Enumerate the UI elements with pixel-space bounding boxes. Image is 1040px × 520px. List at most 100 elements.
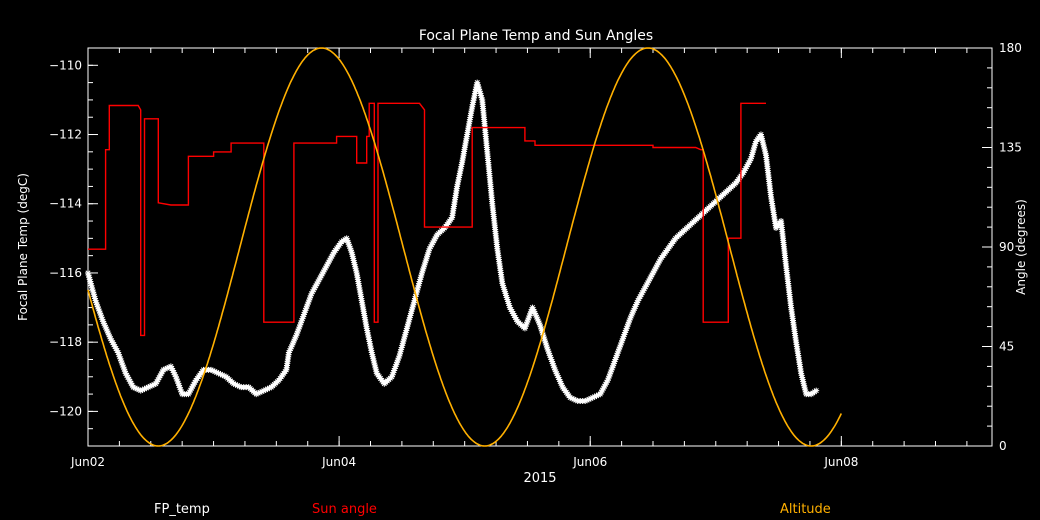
fp-temp-point: [213, 369, 220, 376]
fp-temp-point: [501, 286, 508, 293]
fp-temp-point: [106, 333, 113, 340]
fp-temp-point: [371, 362, 378, 369]
fp-temp-point: [619, 337, 626, 344]
y-tick-label: −120: [49, 404, 82, 418]
fp-temp-point: [613, 354, 620, 361]
fp-temp-point: [167, 363, 174, 370]
fp-temp-point: [369, 351, 376, 358]
fp-temp-point: [749, 149, 756, 156]
fp-temp-point: [758, 135, 765, 142]
fp-temp-point: [760, 143, 767, 150]
fp-temp-point: [610, 360, 617, 367]
fp-temp-point: [115, 349, 122, 356]
fp-temp-point: [108, 337, 115, 344]
y2-axis-label: Angle (degrees): [1014, 199, 1028, 295]
fp-temp-point: [389, 371, 396, 378]
fp-temp-point: [95, 305, 102, 312]
fp-temp-point: [348, 249, 355, 256]
fp-temp-point: [413, 289, 420, 296]
fp-temp-point: [569, 395, 576, 402]
fp-temp-point: [105, 329, 112, 336]
fp-temp-point: [406, 316, 413, 323]
fp-temp-point: [388, 373, 395, 380]
fp-temp-point: [105, 331, 112, 338]
fp-temp-point: [748, 153, 755, 160]
fp-temp-point: [757, 131, 764, 138]
fp-temp-point: [236, 383, 243, 390]
fp-temp-point: [119, 362, 126, 369]
fp-temp-point: [425, 247, 432, 254]
fp-temp-point: [156, 374, 163, 381]
fp-temp-point: [391, 367, 398, 374]
x-tick-label: Jun06: [572, 455, 607, 469]
fp-temp-point: [619, 335, 626, 342]
fp-temp-point: [92, 297, 99, 304]
fp-temp-point: [747, 155, 754, 162]
fp-temp-point: [612, 356, 619, 363]
fp-temp-point: [137, 387, 144, 394]
fp-temp-point: [178, 388, 185, 395]
fp-temp-point: [629, 309, 636, 316]
x-tick-label: Jun02: [70, 455, 105, 469]
y2-tick-label: 90: [999, 240, 1014, 254]
fp-temp-point: [801, 382, 808, 389]
fp-temp-point: [350, 257, 357, 264]
fp-temp-point: [392, 363, 399, 370]
fp-temp-point: [309, 288, 316, 295]
fp-temp-point: [91, 295, 98, 302]
fp-temp-point: [416, 278, 423, 285]
fp-temp-point: [287, 345, 294, 352]
fp-temp-point: [370, 355, 377, 362]
fp-temp-point: [347, 245, 354, 252]
fp-temp-point: [541, 336, 548, 343]
fp-temp-point: [643, 281, 650, 288]
y2-tick-label: 180: [999, 41, 1022, 55]
fp-temp-point: [587, 395, 594, 402]
fp-temp-point: [499, 280, 506, 287]
series-fp-temp: [85, 79, 820, 405]
fp-temp-point: [600, 385, 607, 392]
fp-temp-point: [474, 79, 481, 86]
fp-temp-point: [428, 241, 435, 248]
fp-temp-point: [290, 339, 297, 346]
fp-temp-point: [551, 364, 558, 371]
fp-temp-point: [598, 389, 605, 396]
fp-temp-point: [650, 269, 656, 276]
fp-temp-point: [347, 247, 354, 254]
fp-temp-point: [799, 376, 806, 383]
fp-temp-point: [159, 368, 166, 375]
fp-temp-point: [399, 342, 406, 349]
fp-temp-point: [351, 261, 358, 268]
fp-temp-point: [523, 321, 530, 328]
fp-temp-point: [101, 322, 108, 329]
fp-temp-point: [530, 306, 537, 313]
fp-temp-point: [328, 253, 335, 260]
fp-temp-point: [642, 283, 649, 290]
fp-temp-point: [500, 284, 507, 291]
fp-temp-point: [476, 88, 483, 95]
y-tick-label: −110: [49, 58, 82, 72]
fp-temp-point: [394, 359, 401, 366]
fp-temp-point: [158, 370, 165, 377]
fp-temp-point: [344, 237, 351, 244]
fp-temp-point: [538, 327, 545, 334]
fp-temp-point: [325, 259, 332, 266]
fp-temp-point: [264, 385, 271, 392]
fp-temp-point: [120, 364, 127, 371]
fp-temp-point: [373, 368, 380, 375]
fp-temp-point: [644, 279, 651, 286]
fp-temp-point: [403, 327, 410, 334]
fp-temp-point: [405, 321, 412, 328]
fp-temp-point: [593, 392, 600, 399]
fp-temp-point: [557, 380, 564, 387]
fp-temp-point: [115, 351, 122, 358]
fp-temp-point: [370, 357, 377, 364]
fp-temp-point: [801, 384, 808, 391]
fp-temp-point: [89, 286, 96, 293]
fp-temp-point: [208, 366, 215, 373]
fp-temp-point: [505, 300, 512, 307]
fp-temp-point: [293, 332, 300, 339]
fp-temp-point: [570, 396, 577, 403]
fp-temp-point: [104, 328, 111, 335]
fp-temp-point: [621, 331, 628, 338]
